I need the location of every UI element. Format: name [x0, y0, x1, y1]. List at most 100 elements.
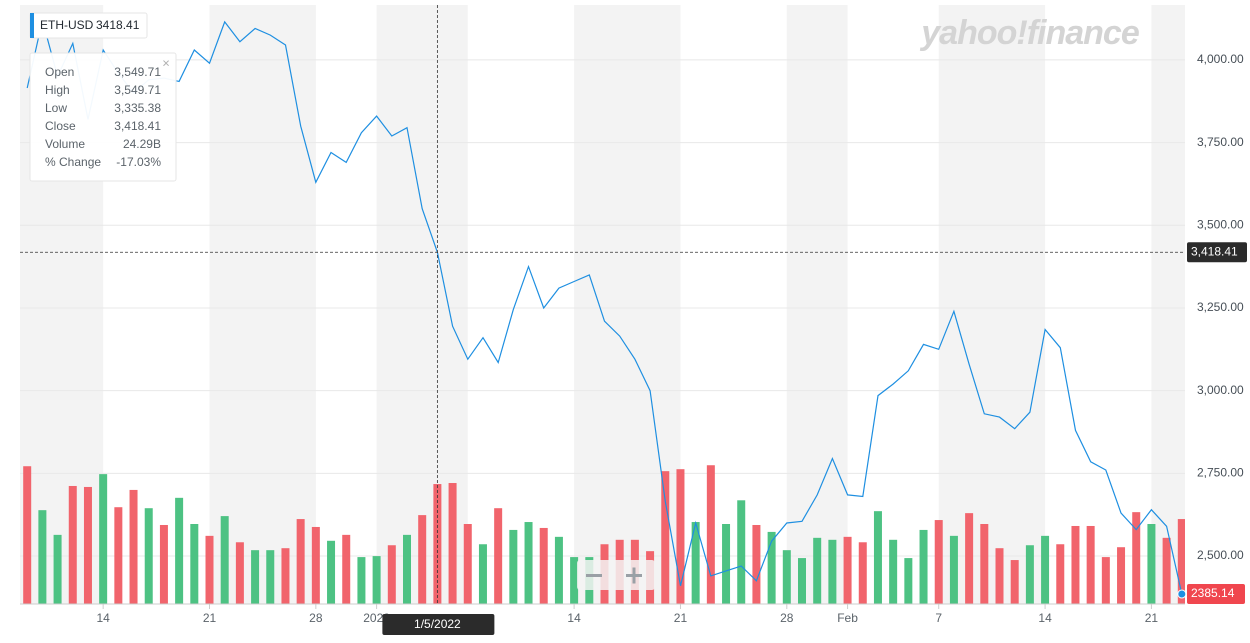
volume-bar — [220, 516, 229, 604]
volume-bar — [873, 511, 882, 604]
tooltip-value: 3,549.71 — [114, 83, 161, 97]
legend-symbol: ETH-USD — [40, 18, 94, 32]
volume-bar — [813, 537, 822, 604]
volume-bar — [1025, 545, 1034, 604]
volume-bar — [448, 483, 457, 604]
tooltip-label: Volume — [45, 137, 85, 151]
volume-bar — [205, 535, 214, 604]
volume-bar — [752, 524, 761, 604]
volume-bar — [1147, 524, 1156, 604]
volume-bar — [357, 557, 366, 604]
volume-bar — [433, 484, 442, 604]
tooltip-label: Low — [45, 101, 67, 115]
volume-bar — [934, 520, 943, 604]
volume-bar — [38, 510, 47, 604]
crosshair-y-label: 3,418.41 — [1191, 244, 1238, 258]
tooltip-label: % Change — [45, 155, 101, 169]
volume-bar — [676, 469, 685, 604]
last-price-badge — [1187, 584, 1245, 605]
x-tick-label: 21 — [674, 611, 688, 625]
volume-bar — [68, 485, 77, 604]
tooltip-label: Close — [45, 119, 76, 133]
volume-bar — [463, 524, 472, 604]
volume-bar — [919, 529, 928, 604]
x-tick-label: 28 — [309, 611, 323, 625]
crosshair-x-badge — [382, 614, 495, 635]
volume-bar — [1010, 560, 1019, 604]
volume-bar — [858, 542, 867, 604]
x-tick-label: Feb — [837, 611, 858, 625]
volume-bar — [889, 539, 898, 604]
volume-bar — [1071, 525, 1080, 604]
volume-bar — [342, 534, 351, 604]
zoom-out-button[interactable] — [586, 574, 602, 577]
tooltip-value: 3,549.71 — [114, 65, 161, 79]
volume-bar — [1162, 537, 1171, 604]
tooltip-close[interactable]: × — [162, 55, 170, 70]
y-tick-label: 4,000.00 — [1197, 52, 1244, 66]
x-tick-label: 7 — [935, 611, 942, 625]
legend: ETH-USD 3418.41 — [29, 12, 148, 39]
volume-bar — [980, 524, 989, 604]
volume-bar — [144, 508, 153, 604]
price-line-group — [26, 20, 1183, 595]
volume-bar — [798, 558, 806, 604]
volume-bar — [843, 536, 852, 604]
legend-value: 3418.41 — [96, 18, 140, 32]
volume-bar — [828, 539, 837, 604]
x-tick-label: 14 — [1038, 611, 1052, 625]
x-tick-label: 21 — [203, 611, 217, 625]
y-tick-label: 3,500.00 — [1197, 217, 1244, 231]
tooltip: × Open 3,549.71 High 3,549.71 Low 3,335.38 Clo… — [29, 52, 177, 182]
volume-bar — [706, 465, 715, 604]
y-tick-label: 3,250.00 — [1197, 300, 1244, 314]
volume-bar — [1056, 544, 1065, 604]
zoom-in-button[interactable] — [626, 567, 642, 584]
volume-bar — [1041, 535, 1050, 604]
volume-bar — [1101, 557, 1110, 604]
volume-bar — [737, 500, 746, 604]
crosshair-x-label: 1/5/2022 — [414, 617, 461, 631]
grid — [20, 59, 1185, 557]
background-bands — [20, 5, 1185, 604]
tooltip-value: 24.29B — [123, 137, 161, 151]
x-tick-label: 14 — [567, 611, 581, 625]
volume-bar — [995, 548, 1004, 604]
volume-bar — [311, 526, 320, 604]
crosshair-y-badge — [1187, 242, 1247, 263]
last-price-dot — [1177, 589, 1187, 599]
volume-bar — [99, 474, 108, 604]
price-line — [26, 20, 1183, 595]
volume-bar — [159, 524, 168, 604]
last-price-label: 2385.14 — [1191, 586, 1235, 600]
volume-bar — [235, 542, 244, 604]
x-tick-label: 28 — [780, 611, 794, 625]
zoom-buttons — [577, 560, 655, 590]
volume-bar — [23, 466, 32, 604]
volume-bar — [691, 522, 700, 604]
volume-bar — [539, 527, 548, 604]
volume-bar — [190, 524, 199, 604]
volume-bar — [403, 534, 411, 604]
volume-bar — [494, 508, 503, 604]
volume-bar — [372, 556, 381, 604]
y-tick-label: 2,750.00 — [1197, 466, 1244, 480]
x-tick-label: 14 — [96, 611, 110, 625]
volume-bar — [1117, 547, 1126, 604]
volume-bar — [904, 558, 913, 604]
volume-bar — [53, 534, 62, 604]
tooltip-box — [29, 52, 177, 182]
volume-bar — [129, 489, 138, 604]
y-tick-label: 2,500.00 — [1197, 548, 1244, 562]
volume-bar — [1086, 525, 1095, 604]
volume-bar — [114, 507, 123, 604]
week-band — [1151, 5, 1185, 604]
volume-bar — [661, 471, 670, 604]
volume-bar — [266, 550, 275, 604]
volume-bar — [509, 529, 518, 604]
volume-bar — [296, 519, 305, 604]
legend-swatch — [30, 13, 34, 38]
volume-bar — [281, 548, 290, 604]
